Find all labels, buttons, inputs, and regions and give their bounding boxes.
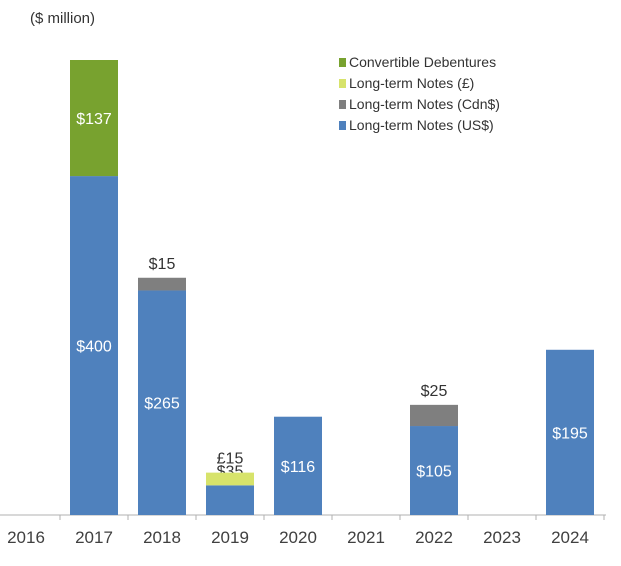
x-tick-label-2018: 2018	[143, 528, 181, 547]
bar-segment-long-term-notes-us-2022	[410, 426, 458, 515]
legend-label-long-term-notes-cdn: Long-term Notes (Cdn$)	[349, 96, 500, 112]
bar-segment-long-term-notes-cdn-2018	[138, 277, 186, 291]
bar-segment-convertible-debentures-2017	[70, 59, 118, 177]
bar-segment-long-term-notes-us-2017	[70, 176, 118, 515]
x-tick-label-2016: 2016	[7, 528, 45, 547]
data-label-long-term-notes-us-2024: $195	[552, 425, 588, 442]
legend-label-long-term-notes-us: Long-term Notes (US$)	[349, 117, 494, 133]
x-tick-label-2022: 2022	[415, 528, 453, 547]
bar-segment-long-term-notes-cdn-2022	[410, 404, 458, 427]
data-label-long-term-notes-cdn-2018: $15	[149, 256, 176, 273]
bar-segment-long-term-notes-2019	[206, 472, 254, 486]
x-tick-label-2023: 2023	[483, 528, 521, 547]
x-tick-label-2021: 2021	[347, 528, 385, 547]
bar-segment-long-term-notes-us-2024	[546, 349, 594, 515]
x-tick-label-2024: 2024	[551, 528, 589, 547]
legend-swatch-convertible-debentures	[339, 58, 346, 67]
data-label-long-term-notes-us-2017: $400	[76, 339, 112, 356]
data-label-convertible-debentures-2017: $137	[76, 111, 112, 128]
legend-swatch-long-term-notes	[339, 79, 346, 88]
legend-label-convertible-debentures: Convertible Debentures	[349, 54, 496, 70]
unit-label: ($ million)	[30, 10, 96, 27]
bar-segment-long-term-notes-us-2019	[206, 485, 254, 515]
bar-segment-long-term-notes-us-2018	[138, 290, 186, 515]
legend-swatch-long-term-notes-us	[339, 121, 346, 130]
x-tick-label-2020: 2020	[279, 528, 317, 547]
bar-segment-long-term-notes-us-2020	[274, 416, 322, 515]
x-tick-label-2017: 2017	[75, 528, 113, 547]
legend-swatch-long-term-notes-cdn	[339, 100, 346, 109]
legend-label-long-term-notes: Long-term Notes (£)	[349, 75, 474, 91]
x-tick-label-2019: 2019	[211, 528, 249, 547]
data-label-long-term-notes-us-2022: $105	[416, 464, 452, 481]
data-label-long-term-notes-us-2020: $116	[281, 459, 316, 476]
data-label-long-term-notes-cdn-2022: $25	[421, 383, 448, 400]
data-label-long-term-notes-us-2018: $265	[144, 396, 180, 413]
data-label-long-term-notes-2019: £15	[217, 451, 244, 468]
